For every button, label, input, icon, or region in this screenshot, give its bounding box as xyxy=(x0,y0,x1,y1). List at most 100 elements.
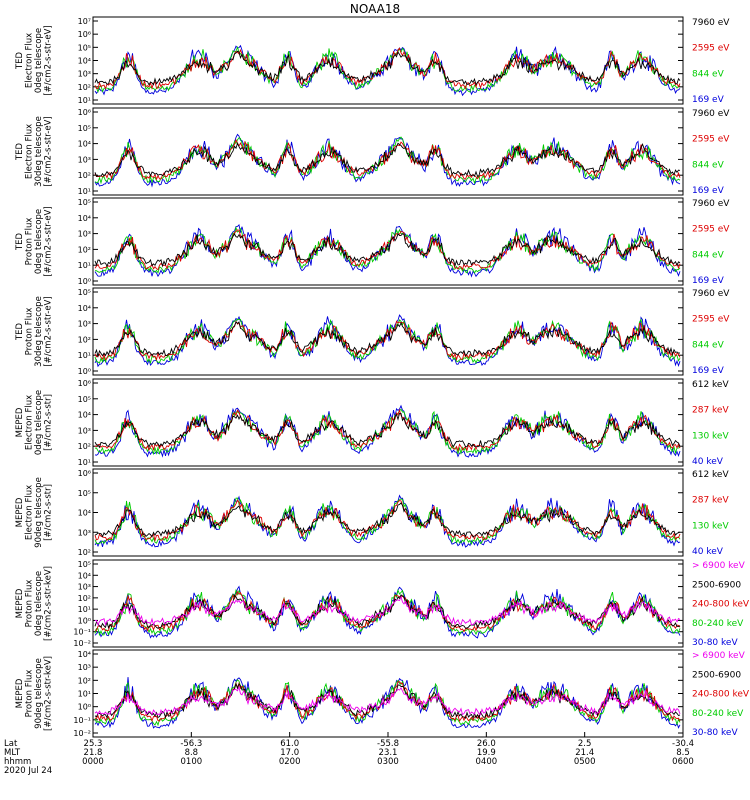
time-axis-value: -56.3 xyxy=(180,739,202,749)
series-trace-169-ev xyxy=(94,44,681,97)
panel-traces xyxy=(94,44,681,97)
time-axis-row-label: Lat xyxy=(4,739,18,749)
y-tick-label: 10¹ xyxy=(78,261,91,270)
y-axis-title-line: Proton Flux xyxy=(25,580,35,628)
legend-entry: 169 eV xyxy=(692,276,725,286)
y-tick-label: 10⁻¹ xyxy=(73,716,91,725)
panel-1: 10¹ 10² 10³ 10⁴ 10⁵ 10⁶ 10⁷ TED Electron Flux 0de… xyxy=(15,16,730,105)
series-trace-2595-ev xyxy=(94,229,681,271)
series-trace--6900-kev xyxy=(95,595,681,627)
legend-entry: 130 keV xyxy=(692,431,729,441)
time-axis-value: -55.8 xyxy=(377,739,399,749)
legend-entry: > 6900 keV xyxy=(692,651,746,661)
panel-frame xyxy=(92,107,684,196)
y-axis-title-line: [#/cm2-s-str-eV] xyxy=(44,206,54,276)
y-tick-label: 10³ xyxy=(78,320,91,329)
legend-entry: 240-800 keV xyxy=(692,600,750,610)
legend-entry: 612 keV xyxy=(692,470,729,480)
panel-traces xyxy=(94,585,681,639)
time-axis-value: 0100 xyxy=(181,757,203,767)
y-tick-label: 10⁵ xyxy=(78,124,91,133)
series-trace-2595-ev xyxy=(94,320,681,362)
y-tick-label: 10² xyxy=(78,594,91,603)
y-tick-label: 10³ xyxy=(78,70,91,79)
panel-traces xyxy=(94,223,681,278)
legend-entry: 2595 eV xyxy=(692,135,730,145)
y-axis-title: TED Proton Flux 0deg telescope [#/cm2-s-str… xyxy=(15,206,54,276)
y-tick-label: 10⁵ xyxy=(78,395,91,404)
time-axis-date: 2020 Jul 24 xyxy=(4,766,52,776)
series-trace-130-kev xyxy=(94,408,681,456)
y-tick-label: 10¹ xyxy=(78,690,91,699)
y-tick-label: 10¹ xyxy=(78,605,91,614)
y-tick-label: 10³ xyxy=(78,230,91,239)
y-axis-title-line: Electron Flux xyxy=(25,395,35,450)
y-tick-label: 10⁻¹ xyxy=(73,628,91,637)
y-tick-label: 10⁴ xyxy=(78,571,91,580)
legend-entry: 2595 eV xyxy=(692,315,730,325)
time-axis-value: 0000 xyxy=(82,757,104,767)
y-tick-label: 10⁶ xyxy=(78,108,91,117)
legend-entry: 844 eV xyxy=(692,69,725,79)
time-axis-value: 21.4 xyxy=(575,748,594,758)
y-axis-title-line: [#/cm2-s-str-keV] xyxy=(44,566,54,641)
series-trace-7960-ev xyxy=(94,142,681,178)
series-trace-7960-ev xyxy=(94,50,681,86)
series-trace-7960-ev xyxy=(94,232,681,268)
series-trace-287-kev xyxy=(94,408,681,452)
legend-entry: 844 eV xyxy=(692,340,725,350)
y-tick-label: 10¹ xyxy=(78,351,91,360)
y-axis-title-line: Proton Flux xyxy=(25,670,35,718)
time-axis-value: -30.4 xyxy=(672,739,694,749)
y-tick-label: 10⁶ xyxy=(78,469,91,478)
panel-8: 10⁻² 10⁻¹ 10⁰ 10¹ 10² 10³ 10⁴ MEPED Proton Flux 9… xyxy=(15,649,750,738)
y-axis-title-line: 30deg telescope xyxy=(34,296,44,367)
y-axis-title-line: TED xyxy=(15,51,25,70)
y-axis-title-line: [#/cm2-s-str] xyxy=(44,484,54,541)
legend-entry: 30-80 keV xyxy=(692,728,738,738)
y-tick-label: 10⁰ xyxy=(78,277,91,286)
legend-entry: 30-80 keV xyxy=(692,638,738,648)
series-trace-287-kev xyxy=(94,499,681,543)
legend-entry: 844 eV xyxy=(692,160,725,170)
panel-6: 10² 10³ 10⁴ 10⁵ 10⁶ MEPED Electron Flux 90deg t… xyxy=(15,468,729,557)
legend-entry: 130 keV xyxy=(692,521,729,531)
panel-frame xyxy=(92,468,684,557)
y-tick-label: 10² xyxy=(78,83,91,92)
y-axis-title-line: MEPED xyxy=(15,407,25,437)
y-axis-title-line: [#/cm2-s-str-eV] xyxy=(44,25,54,95)
legend-entry: 169 eV xyxy=(692,186,725,196)
series-trace-169-ev xyxy=(94,223,681,278)
legend-entry: > 6900 keV xyxy=(692,561,746,571)
y-axis-title-line: 0deg telescope xyxy=(34,28,44,93)
series-trace-612-kev xyxy=(94,502,681,538)
y-axis-title-line: [#/cm2-s-str-keV] xyxy=(44,656,54,731)
y-tick-label: 10⁻² xyxy=(73,729,91,738)
y-tick-label: 10⁶ xyxy=(78,30,91,39)
panel-2: 10¹ 10² 10³ 10⁴ 10⁵ 10⁶ TED Electron Flux 30deg … xyxy=(15,107,730,196)
y-axis-title-line: 0deg telescope xyxy=(34,209,44,274)
y-axis-title: TED Electron Flux 0deg telescope [#/cm2-s-s… xyxy=(15,25,54,95)
y-tick-label: 10⁵ xyxy=(78,489,91,498)
time-axis-row-label: MLT xyxy=(4,748,21,758)
y-tick-label: 10⁴ xyxy=(78,57,91,66)
y-axis-title-line: TED xyxy=(15,142,25,161)
legend-entry: 2595 eV xyxy=(692,44,730,54)
legend-entry: 240-800 keV xyxy=(692,690,750,700)
panel-7: 10⁻² 10⁻¹ 10⁰ 10¹ 10² 10³ 10⁴ 10⁵ MEPED Proton Fl… xyxy=(15,559,750,648)
y-axis-title: TED Electron Flux 30deg telescope [#/cm2-s-… xyxy=(15,116,54,187)
y-tick-label: 10⁶ xyxy=(78,379,91,388)
y-tick-label: 10¹ xyxy=(78,96,91,105)
panel-frame xyxy=(92,378,684,467)
y-axis-title-line: MEPED xyxy=(15,678,25,708)
y-tick-label: 10² xyxy=(78,676,91,685)
series-trace-2595-ev xyxy=(94,47,681,90)
panel-frame xyxy=(92,197,684,286)
y-tick-label: 10² xyxy=(78,442,91,451)
time-axis-value: 61.0 xyxy=(280,739,299,749)
y-axis-title: MEPED Electron Flux 90deg telescope [#/cm2-… xyxy=(15,477,54,548)
time-axis-value: 0600 xyxy=(672,757,694,767)
figure-title: NOAA18 xyxy=(350,2,400,16)
y-axis-title: MEPED Proton Flux 90deg telescope [#/cm2-s-… xyxy=(15,656,54,731)
